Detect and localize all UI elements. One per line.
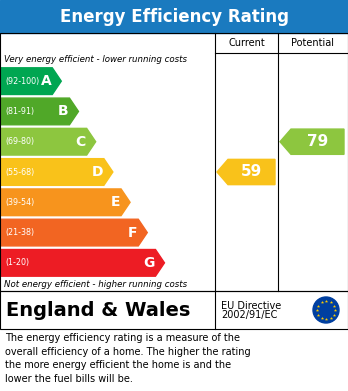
Polygon shape — [1, 249, 165, 276]
Text: 2002/91/EC: 2002/91/EC — [221, 310, 277, 320]
Text: (69-80): (69-80) — [5, 137, 34, 146]
Text: Potential: Potential — [292, 38, 334, 48]
Text: F: F — [128, 226, 137, 240]
Text: (1-20): (1-20) — [5, 258, 29, 267]
Polygon shape — [1, 68, 61, 95]
Polygon shape — [1, 98, 79, 125]
Polygon shape — [1, 219, 147, 246]
Text: D: D — [92, 165, 103, 179]
Text: (55-68): (55-68) — [5, 167, 34, 176]
Polygon shape — [280, 129, 344, 154]
Polygon shape — [1, 159, 113, 185]
Polygon shape — [217, 160, 275, 185]
Text: 79: 79 — [307, 134, 328, 149]
Text: Not energy efficient - higher running costs: Not energy efficient - higher running co… — [4, 280, 187, 289]
Polygon shape — [1, 128, 96, 155]
Text: The energy efficiency rating is a measure of the
overall efficiency of a home. T: The energy efficiency rating is a measur… — [5, 333, 251, 384]
Polygon shape — [1, 189, 130, 215]
Text: 59: 59 — [241, 165, 262, 179]
Text: (92-100): (92-100) — [5, 77, 39, 86]
Text: (39-54): (39-54) — [5, 198, 34, 207]
Text: England & Wales: England & Wales — [6, 301, 190, 319]
Bar — [0, 291, 348, 329]
Text: Very energy efficient - lower running costs: Very energy efficient - lower running co… — [4, 55, 187, 64]
Text: C: C — [76, 135, 86, 149]
Bar — [0, 0, 348, 33]
Circle shape — [313, 297, 339, 323]
Text: A: A — [40, 74, 51, 88]
Text: G: G — [143, 256, 155, 270]
Text: EU Directive: EU Directive — [221, 301, 281, 311]
Text: (21-38): (21-38) — [5, 228, 34, 237]
Bar — [0, 33, 348, 291]
Text: E: E — [111, 195, 120, 209]
Text: B: B — [58, 104, 69, 118]
Text: Current: Current — [228, 38, 265, 48]
Text: Energy Efficiency Rating: Energy Efficiency Rating — [60, 7, 288, 25]
Text: (81-91): (81-91) — [5, 107, 34, 116]
